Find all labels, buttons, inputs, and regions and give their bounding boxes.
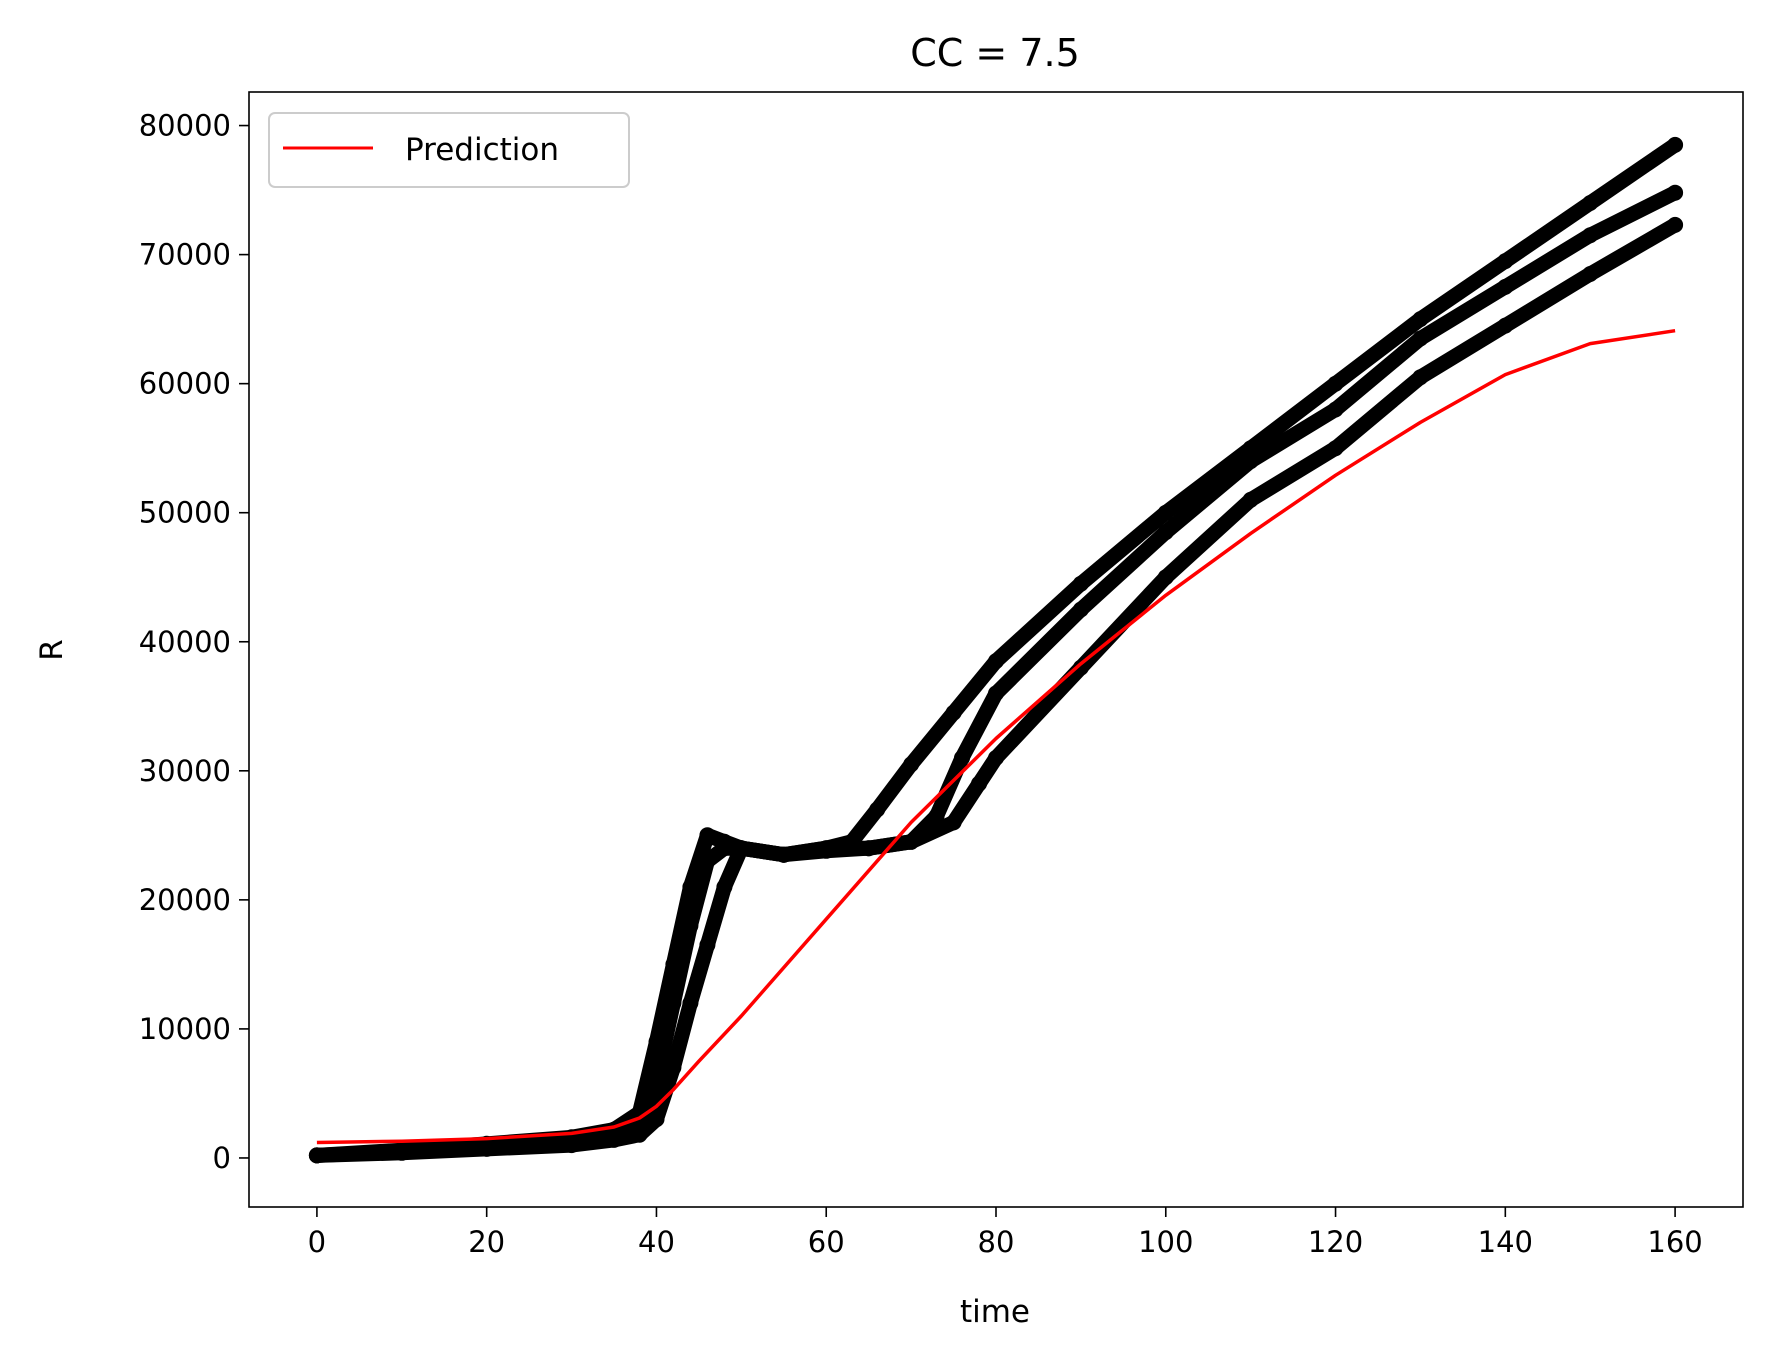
observed-point: [716, 840, 733, 857]
observed-point: [988, 685, 1004, 702]
observed-point: [631, 1126, 648, 1143]
y-tick-label: 10000: [139, 1012, 231, 1046]
chart-title: CC = 7.5: [910, 31, 1080, 75]
observed-point: [699, 937, 716, 953]
y-tick-label: 30000: [139, 754, 231, 788]
observed-point: [1667, 136, 1684, 153]
observed-point: [1242, 491, 1259, 508]
x-tick-label: 60: [808, 1225, 845, 1259]
observed-point: [1157, 504, 1174, 521]
observed-point: [988, 653, 1004, 670]
observed-point: [1072, 575, 1089, 592]
y-tick-label: 60000: [139, 367, 231, 401]
observed-point: [988, 749, 1004, 766]
observed-point: [665, 1059, 682, 1076]
observed-point: [1497, 253, 1514, 270]
y-tick-label: 80000: [139, 109, 231, 143]
y-tick-label: 50000: [139, 496, 231, 530]
x-tick-label: 80: [978, 1225, 1015, 1259]
observed-point: [1327, 440, 1344, 457]
observed-point: [928, 808, 945, 824]
plot-area: [308, 136, 1684, 1164]
observed-point: [1157, 524, 1174, 541]
observed-point: [733, 840, 750, 857]
observed-point: [1327, 401, 1344, 418]
observed-point: [393, 1144, 410, 1161]
observed-point: [308, 1147, 325, 1164]
observed-point: [665, 995, 682, 1012]
x-tick-label: 0: [308, 1225, 326, 1259]
prediction-line: [316, 328, 1676, 1145]
observed-point: [682, 917, 699, 934]
y-tick-label: 70000: [139, 238, 231, 272]
x-tick-label: 140: [1478, 1225, 1533, 1259]
observed-point: [699, 853, 716, 870]
observed-point: [945, 814, 962, 831]
observed-point: [1072, 659, 1089, 676]
x-tick-label: 100: [1138, 1225, 1193, 1259]
observed-point: [860, 840, 877, 857]
observed-point: [1072, 601, 1089, 618]
observed-point: [903, 756, 920, 773]
observed-point: [1327, 375, 1344, 392]
x-tick-label: 120: [1308, 1225, 1363, 1259]
observed-point: [606, 1131, 622, 1148]
observed-point: [1582, 195, 1599, 211]
observed-point: [648, 1111, 665, 1128]
observed-point: [1667, 184, 1684, 201]
observed-point: [818, 840, 835, 857]
observed-point: [1582, 266, 1599, 282]
x-tick-label: 40: [638, 1225, 675, 1259]
legend-prediction-label: Prediction: [405, 132, 559, 168]
observed-point: [945, 704, 962, 721]
observed-point: [971, 775, 987, 792]
x-axis-label: time: [960, 1294, 1030, 1330]
observed-point: [1157, 569, 1174, 586]
observed-point: [954, 749, 970, 766]
y-axis-label: R: [34, 639, 70, 661]
observed-point: [1497, 278, 1514, 295]
legend-box: [268, 112, 630, 188]
y-tick-label: 40000: [139, 625, 231, 659]
x-tick-label: 160: [1647, 1225, 1702, 1259]
y-tick-label: 20000: [139, 883, 231, 917]
observed-point: [869, 801, 886, 818]
observed-point: [478, 1140, 495, 1157]
axes: 0 20 40 60 80 100 120 140 160 0 10000 20000 30000 400…: [139, 109, 1703, 1259]
observed-point: [1582, 227, 1599, 244]
observed-point: [699, 827, 716, 844]
observed-point: [1497, 317, 1514, 334]
observed-point: [903, 833, 920, 850]
observed-point: [1667, 216, 1684, 233]
observed-point: [775, 846, 792, 863]
observed-point: [1412, 369, 1429, 386]
legend: Prediction: [268, 112, 630, 188]
observed-point: [716, 879, 733, 895]
observed-point: [563, 1137, 580, 1154]
observed-point: [1412, 311, 1429, 328]
observed-point: [682, 995, 699, 1012]
observed-point: [1412, 330, 1429, 347]
observed-point: [1242, 453, 1259, 470]
x-tick-label: 20: [468, 1225, 505, 1259]
y-tick-label: 0: [213, 1141, 231, 1175]
